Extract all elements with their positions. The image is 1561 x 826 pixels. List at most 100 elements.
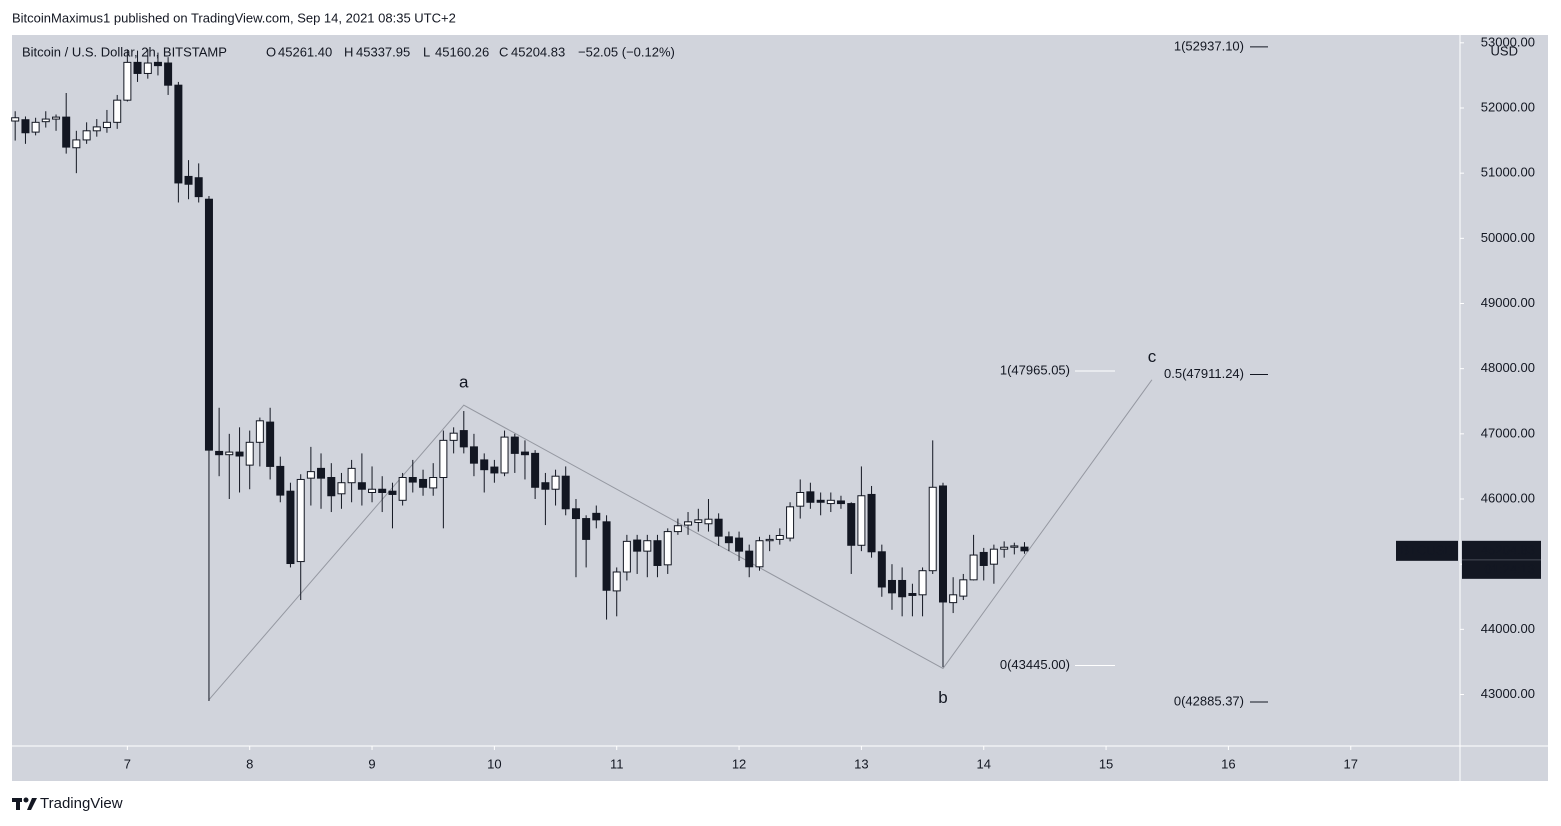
candle-body: [317, 467, 326, 479]
candle: [194, 163, 203, 203]
x-tick-label: 7: [124, 756, 131, 771]
candle: [469, 433, 478, 477]
candle: [847, 502, 856, 574]
candle-body: [633, 539, 642, 552]
candle-body: [969, 554, 978, 581]
candle-body: [582, 518, 591, 540]
candle-body: [745, 550, 754, 568]
candle: [337, 472, 346, 509]
y-tick-label: 43000.00: [1481, 686, 1535, 701]
fib-label: 0(42885.37): [1174, 693, 1244, 708]
x-tick-label: 12: [732, 756, 746, 771]
candle: [1000, 541, 1009, 558]
candle: [775, 528, 784, 545]
candle: [164, 57, 173, 95]
candle: [643, 534, 652, 578]
candle: [898, 567, 907, 617]
y-tick-label: 48000.00: [1481, 360, 1535, 375]
candle: [204, 195, 213, 702]
candle: [541, 472, 550, 526]
candle-body: [439, 439, 448, 479]
candle-body: [11, 117, 20, 122]
candle-body: [31, 121, 40, 133]
candle-body: [908, 593, 917, 596]
candle-body: [531, 452, 540, 488]
legend-key: L: [423, 44, 430, 59]
x-tick-label: 13: [854, 756, 868, 771]
candle-body: [184, 175, 193, 185]
wave-label: b: [938, 688, 947, 707]
candle-body: [480, 459, 489, 471]
candle: [857, 466, 866, 552]
candle: [673, 518, 682, 535]
candle: [419, 469, 428, 496]
candle-body: [469, 446, 478, 464]
candle: [918, 567, 927, 617]
wave-line: [208, 379, 1153, 701]
candle: [113, 94, 122, 129]
wave-label: c: [1148, 347, 1157, 366]
candle-body: [561, 475, 570, 510]
candle-body: [826, 499, 835, 505]
legend-value: 45160.26: [435, 44, 489, 59]
candle-body: [143, 62, 152, 74]
candle-body: [877, 551, 886, 588]
candle: [877, 544, 886, 597]
candle: [979, 547, 988, 581]
y-tick-label: 52000.00: [1481, 99, 1535, 114]
candle: [235, 427, 244, 493]
candle: [949, 577, 958, 614]
candle-body: [62, 116, 71, 148]
candle-body: [500, 436, 509, 474]
candle: [592, 505, 601, 529]
candle: [286, 482, 295, 568]
candle: [510, 433, 519, 473]
candle-body: [41, 118, 50, 123]
candle: [41, 111, 50, 128]
candle: [816, 492, 825, 516]
candle-body: [266, 421, 275, 467]
candle: [408, 459, 417, 493]
candle: [989, 544, 998, 584]
candle: [388, 482, 397, 529]
candle: [786, 502, 795, 542]
candle-body: [520, 451, 529, 456]
candle-body: [368, 488, 377, 493]
fib-label: 0(43445.00): [1000, 657, 1070, 672]
candle-body: [602, 521, 611, 591]
fib-label: 1(47965.05): [1000, 362, 1070, 377]
fib-label: 1(52937.10): [1174, 38, 1244, 53]
candle-body: [887, 579, 896, 594]
candle-body: [684, 521, 693, 526]
candle-body: [714, 518, 723, 537]
candle: [806, 482, 815, 509]
candle: [867, 485, 876, 558]
candle: [439, 430, 448, 529]
candle: [765, 534, 774, 552]
candle: [21, 116, 30, 144]
fib-label: 0.5(47911.24): [1164, 366, 1244, 381]
candle: [480, 453, 489, 493]
candle-body: [857, 495, 866, 546]
candle: [72, 130, 81, 174]
candle-body: [622, 540, 631, 573]
candle-body: [357, 482, 366, 490]
legend-value: 45261.40: [278, 44, 332, 59]
candle-body: [653, 540, 662, 566]
candle: [123, 49, 132, 102]
candle-body: [704, 518, 713, 525]
candle-body: [938, 485, 947, 603]
legend-value: 45337.95: [356, 44, 410, 59]
candle-body: [592, 512, 601, 521]
candle: [928, 440, 937, 574]
candle-body: [806, 491, 815, 503]
candle-body: [867, 493, 876, 553]
candle-body: [816, 499, 825, 503]
candle-body: [419, 478, 428, 488]
x-tick-label: 10: [487, 756, 501, 771]
candle-body: [510, 436, 519, 454]
candle-body: [918, 570, 927, 596]
candle-body: [194, 177, 203, 198]
candle: [745, 544, 754, 578]
